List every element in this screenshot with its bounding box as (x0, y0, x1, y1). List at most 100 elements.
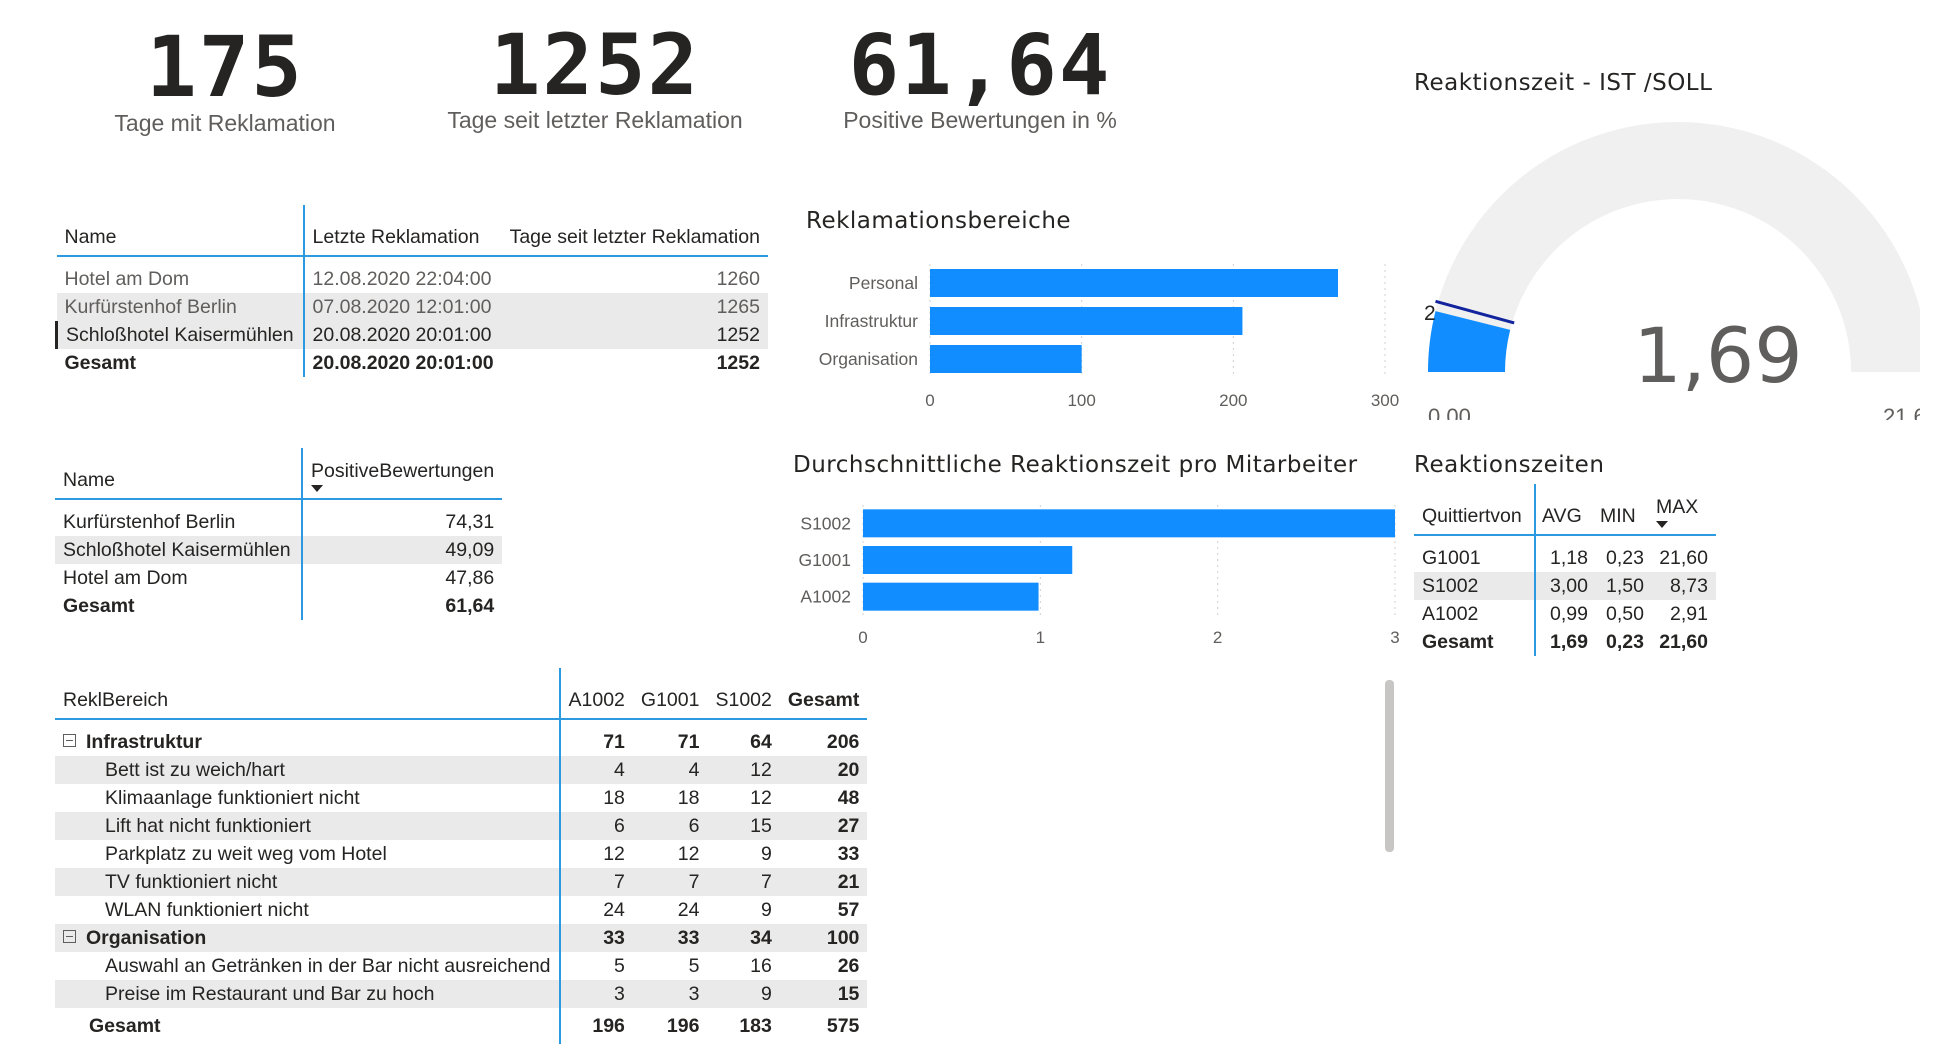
column-header-avg[interactable]: AVG (1535, 484, 1594, 536)
cell-value: 49,09 (302, 536, 503, 564)
bar[interactable] (930, 269, 1338, 297)
reaction-time-gauge[interactable]: 2 1,69 0,00 21,60 (1400, 100, 1920, 420)
table-row-selected[interactable]: Schloßhotel Kaisermühlen 20.08.2020 20:0… (55, 321, 768, 349)
collapse-icon[interactable] (63, 733, 76, 747)
matrix-group-row[interactable]: Infrastruktur 71 71 64 206 (55, 728, 867, 756)
matrix-cell: 183 (739, 1014, 772, 1037)
sort-descending-icon (311, 485, 323, 492)
column-header-g1001[interactable]: G1001 (632, 668, 708, 720)
column-header-total[interactable]: Gesamt (779, 668, 868, 720)
matrix-cell: 33 (559, 924, 633, 952)
column-header-area[interactable]: ReklBereich (55, 668, 561, 720)
column-header-a1002[interactable]: A1002 (559, 668, 633, 720)
column-header-min[interactable]: MIN (1594, 484, 1650, 536)
category-label: Personal (849, 273, 918, 293)
table-row[interactable]: A1002 0,99 0,50 2,91 (1414, 600, 1716, 628)
matrix-cell: 34 (707, 924, 780, 952)
matrix-cell: 24 (677, 898, 700, 921)
bar[interactable] (930, 345, 1082, 373)
category-label: Infrastruktur (825, 311, 919, 331)
gauge-value: 1,69 (1633, 311, 1802, 400)
gauge-title: Reaktionszeit - IST /SOLL (1414, 70, 1713, 96)
matrix-cell: 3 (559, 980, 633, 1008)
table-row[interactable]: G1001 1,18 0,23 21,60 (1414, 544, 1716, 572)
table-row[interactable]: S1002 3,00 1,50 8,73 (1414, 572, 1716, 600)
row-label: Lift hat nicht funktioniert (55, 812, 561, 840)
last-complaint-table[interactable]: Name Letzte Reklamation Tage seit letzte… (55, 205, 768, 377)
column-header-days-since[interactable]: Tage seit letzter Reklamation (501, 205, 768, 257)
cell-total-value: 61,64 (445, 594, 495, 617)
total-label: Gesamt (55, 1008, 561, 1044)
matrix-cell: 196 (666, 1014, 700, 1037)
cell-total-max: 21,60 (1659, 630, 1708, 653)
cell-min: 0,50 (1606, 602, 1644, 625)
matrix-cell: 4 (559, 756, 633, 784)
matrix-row[interactable]: Preise im Restaurant und Bar zu hoch 3 3… (55, 980, 868, 1008)
matrix-row[interactable]: Klimaanlage funktioniert nicht 18 18 12 … (55, 784, 867, 812)
bar[interactable] (863, 582, 1039, 611)
cell-value: 74,31 (445, 510, 495, 533)
cell-avg: 1,18 (1550, 546, 1588, 569)
cell-name: Kurfürstenhof Berlin (56, 293, 305, 321)
matrix-row[interactable]: WLAN funktioniert nicht 24 24 9 57 (55, 896, 867, 924)
bar[interactable] (863, 546, 1073, 574)
x-tick-label: 0 (925, 391, 934, 410)
x-tick-label: 1 (1036, 628, 1045, 647)
column-header-quittiertvon[interactable]: Quittiertvon (1414, 484, 1536, 536)
matrix-row[interactable]: TV funktioniert nicht 7 7 7 21 (55, 868, 868, 896)
matrix-cell: 12 (603, 842, 625, 865)
matrix-row[interactable]: Lift hat nicht funktioniert 6 6 15 27 (55, 812, 868, 840)
matrix-cell: 4 (632, 756, 708, 784)
matrix-total-cell: 48 (837, 786, 860, 809)
group-label: Infrastruktur (86, 730, 202, 753)
column-header-name[interactable]: Name (55, 448, 303, 500)
complaint-area-matrix[interactable]: ReklBereich A1002 G1001 S1002 Gesamt Inf… (55, 668, 868, 1044)
x-tick-label: 2 (1213, 628, 1222, 647)
table-row[interactable]: Schloßhotel Kaisermühlen 49,09 (55, 536, 503, 564)
positive-ratings-table[interactable]: Name PositiveBewertungen Kurfürstenhof B… (55, 448, 503, 620)
category-label: G1001 (798, 550, 851, 570)
cell-name: S1002 (1414, 572, 1536, 600)
matrix-row[interactable]: Bett ist zu weich/hart 4 4 12 20 (55, 756, 868, 784)
cell-date: 20.08.2020 20:01:00 (303, 321, 502, 349)
column-header-max-label: MAX (1656, 496, 1699, 518)
bar[interactable] (930, 307, 1243, 335)
cell-avg: 3,00 (1535, 572, 1594, 600)
bar[interactable] (863, 509, 1395, 538)
x-tick-label: 0 (858, 628, 867, 647)
column-header-max[interactable]: MAX (1650, 484, 1716, 536)
collapse-icon[interactable] (63, 929, 76, 943)
table-row[interactable]: Kurfürstenhof Berlin 07.08.2020 12:01:00… (56, 293, 768, 321)
reaction-times-table[interactable]: Quittiertvon AVG MIN MAX G1001 1,18 0,23… (1414, 484, 1716, 656)
cell-name: G1001 (1414, 544, 1536, 572)
cell-days: 1265 (501, 293, 768, 321)
row-label: WLAN funktioniert nicht (55, 896, 561, 924)
cell-name: Schloßhotel Kaisermühlen (55, 536, 303, 564)
avg-reaction-time-bar-chart[interactable]: 0 1 2 3 S1002 G1001 A1002 (780, 495, 1400, 660)
complaint-areas-bar-chart[interactable]: 0 100 200 300 Personal Infrastruktur Organisat… (800, 250, 1400, 430)
vertical-scrollbar[interactable] (1385, 680, 1394, 852)
table-row[interactable]: Kurfürstenhof Berlin 74,31 (55, 508, 502, 536)
kpi-label: Positive Bewertungen in % (843, 107, 1117, 133)
matrix-cell: 24 (603, 898, 625, 921)
table-row[interactable]: Hotel am Dom 47,86 (55, 564, 502, 592)
sort-descending-icon (1656, 521, 1668, 528)
column-header-name[interactable]: Name (56, 205, 305, 257)
column-header-s1002[interactable]: S1002 (707, 668, 780, 720)
cell-total-label: Gesamt (1414, 628, 1536, 656)
cell-name: Schloßhotel Kaisermühlen (55, 321, 305, 349)
matrix-total-cell: 57 (837, 898, 860, 921)
group-cell[interactable]: Infrastruktur (55, 728, 561, 756)
matrix-group-row[interactable]: Organisation 33 33 34 100 (55, 924, 868, 952)
table-row[interactable]: Hotel am Dom 12.08.2020 22:04:00 1260 (56, 265, 768, 293)
matrix-total-cell: 100 (779, 924, 868, 952)
reaction-times-title: Reaktionszeiten (1414, 452, 1605, 478)
column-header-positive[interactable]: PositiveBewertungen (302, 448, 503, 500)
column-header-last-complaint[interactable]: Letzte Reklamation (303, 205, 502, 257)
matrix-row[interactable]: Auswahl an Getränken in der Bar nicht au… (55, 952, 867, 980)
x-tick-label: 300 (1371, 391, 1399, 410)
matrix-cell: 6 (559, 812, 633, 840)
group-cell[interactable]: Organisation (55, 924, 561, 952)
matrix-row[interactable]: Parkplatz zu weit weg vom Hotel 12 12 9 … (55, 840, 867, 868)
category-label: Organisation (819, 349, 918, 369)
